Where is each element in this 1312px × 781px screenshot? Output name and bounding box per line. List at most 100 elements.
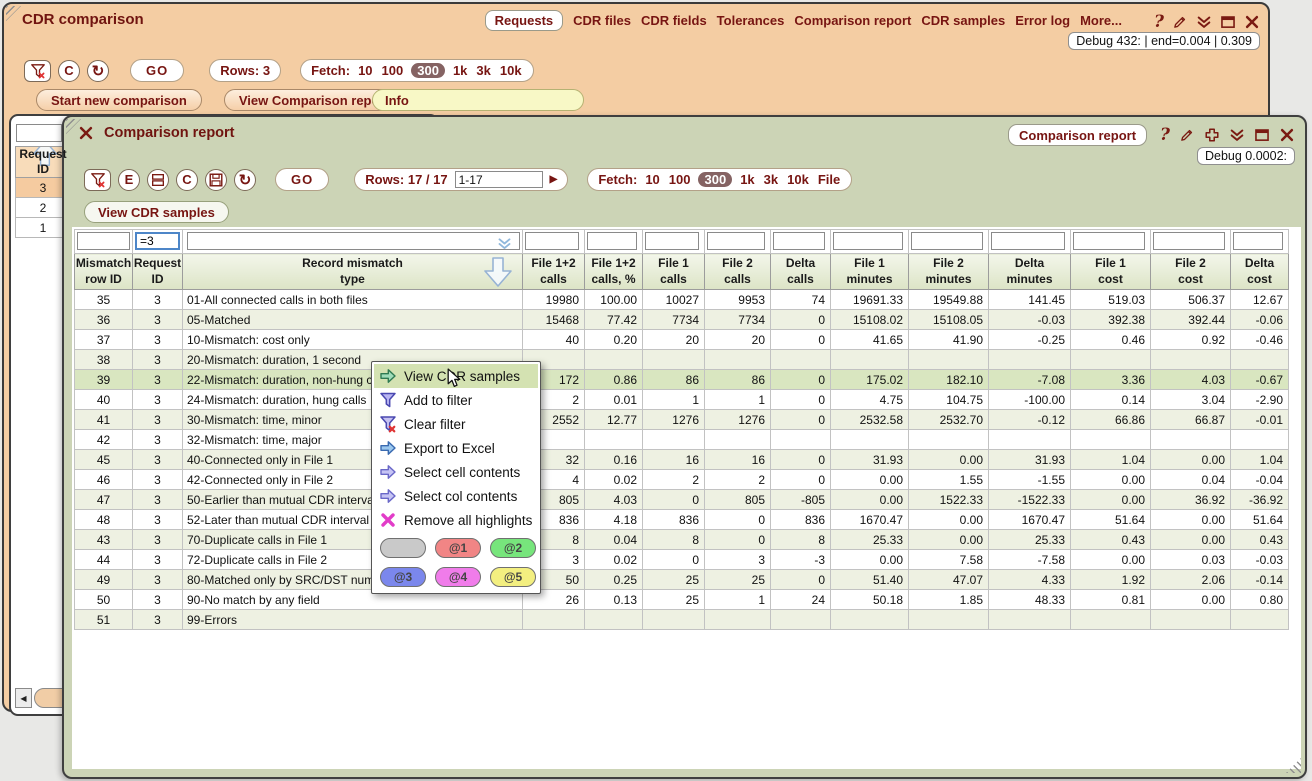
menu-item-select-col-contents[interactable]: Select col contents [374,484,538,508]
cell[interactable]: -3 [771,550,831,570]
cell[interactable]: -0.01 [1231,410,1289,430]
fetch-option[interactable]: 10k [786,172,810,187]
cell[interactable]: -805 [771,490,831,510]
cell[interactable]: 3 [133,610,183,630]
cell[interactable]: 9953 [705,290,771,310]
cell[interactable] [1071,610,1151,630]
close-icon[interactable] [78,125,94,141]
cell[interactable]: 38 [75,350,133,370]
cell[interactable] [585,430,643,450]
cell[interactable]: 0 [771,570,831,590]
cell[interactable]: 0.00 [1071,550,1151,570]
cell[interactable] [1151,350,1231,370]
cell[interactable] [705,610,771,630]
close-icon[interactable] [1244,14,1260,30]
cell[interactable]: 19691.33 [831,290,909,310]
cell[interactable]: 3 [133,330,183,350]
close-icon[interactable] [1279,127,1295,143]
help-icon[interactable]: ? [1160,125,1170,145]
cell[interactable]: 141.45 [989,290,1071,310]
chevron-down-icon[interactable] [1229,127,1245,143]
help-icon[interactable]: ? [1154,12,1164,32]
cell[interactable]: 0 [771,410,831,430]
cell[interactable]: 0 [643,550,705,570]
cell[interactable]: 37 [75,330,133,350]
cell[interactable] [909,610,989,630]
column-header[interactable]: Mismatch row ID [75,254,133,290]
cell[interactable]: 0.04 [585,530,643,550]
fetch-option[interactable]: 100 [381,63,405,78]
cell[interactable]: 12.77 [585,410,643,430]
cell[interactable]: 51 [75,610,133,630]
cell[interactable]: 1.55 [909,470,989,490]
cell[interactable]: 2.06 [1151,570,1231,590]
cell[interactable] [1071,350,1151,370]
cell[interactable]: 1.92 [1071,570,1151,590]
cell[interactable] [771,430,831,450]
request-id-column-header[interactable]: Request ID [15,146,71,178]
cell[interactable]: 16 [705,450,771,470]
fetch-option[interactable]: 300 [411,63,445,78]
cell[interactable]: -36.92 [1231,490,1289,510]
column-header[interactable]: File 1+2 calls [523,254,585,290]
fetch-option[interactable]: 3k [763,172,779,187]
cell[interactable]: 16 [643,450,705,470]
cell[interactable]: 43 [75,530,133,550]
menu-item-export-to-excel[interactable]: Export to Excel [374,436,538,460]
table-row[interactable]: 49 3 80-Matched only by SRC/DST numbers … [75,570,1289,590]
cell[interactable]: 48 [75,510,133,530]
column-header[interactable]: Delta cost [1231,254,1289,290]
cell[interactable]: -100.00 [989,390,1071,410]
cell[interactable]: 3 [133,410,183,430]
table-row[interactable]: 42 3 32-Mismatch: time, major [75,430,1289,450]
cell[interactable]: 0 [643,490,705,510]
cell[interactable]: 1522.33 [909,490,989,510]
copy-button[interactable]: C [176,169,198,191]
cell[interactable]: 25 [705,570,771,590]
nav-item[interactable]: CDR files [573,13,631,28]
column-header[interactable]: Record mismatch type [183,254,523,290]
cell[interactable]: 0 [771,370,831,390]
cell[interactable]: 1 [643,390,705,410]
request-id-filter-input[interactable] [16,124,62,142]
column-header[interactable]: File 1 cost [1071,254,1151,290]
highlight-swatch[interactable]: @2 [490,538,536,558]
table-row[interactable]: 41 3 30-Mismatch: time, minor 2552 12.77… [75,410,1289,430]
cell[interactable]: 12.67 [1231,290,1289,310]
cell[interactable]: 3 [133,450,183,470]
scroll-left-button[interactable]: ◀ [15,688,32,708]
cell[interactable]: 15108.05 [909,310,989,330]
cell[interactable]: 0 [705,530,771,550]
cell[interactable] [989,610,1071,630]
cell[interactable]: 3 [133,510,183,530]
cell[interactable]: 15468 [523,310,585,330]
cell[interactable]: 0.46 [1071,330,1151,350]
cell[interactable]: 1 [705,390,771,410]
cell[interactable]: 44 [75,550,133,570]
refresh-button[interactable]: ↻ [87,60,109,82]
nav-item[interactable]: Requests [485,10,564,31]
filter-input[interactable] [645,232,699,250]
pencil-icon[interactable] [1179,127,1195,143]
cell[interactable]: 2 [705,470,771,490]
cell[interactable]: 0.00 [1071,470,1151,490]
chevron-down-icon[interactable] [1196,14,1212,30]
go-button[interactable]: GO [275,168,329,191]
cell[interactable]: 25 [643,590,705,610]
resize-handle[interactable] [6,6,21,21]
cell[interactable]: 0.00 [1151,450,1231,470]
nav-item[interactable]: More... [1080,13,1122,28]
cell[interactable]: 0 [771,390,831,410]
fetch-option[interactable]: 300 [698,172,732,187]
cell[interactable]: -0.03 [989,310,1071,330]
cell[interactable] [831,430,909,450]
cell[interactable] [705,350,771,370]
cell[interactable]: 40 [523,330,585,350]
fetch-option[interactable]: 3k [475,63,491,78]
highlight-swatch[interactable]: @3 [380,567,426,587]
fetch-option[interactable]: 10 [357,63,373,78]
cell[interactable]: 74 [771,290,831,310]
cell[interactable] [643,610,705,630]
cell[interactable]: 0.43 [1071,530,1151,550]
cell[interactable]: 3 [133,530,183,550]
